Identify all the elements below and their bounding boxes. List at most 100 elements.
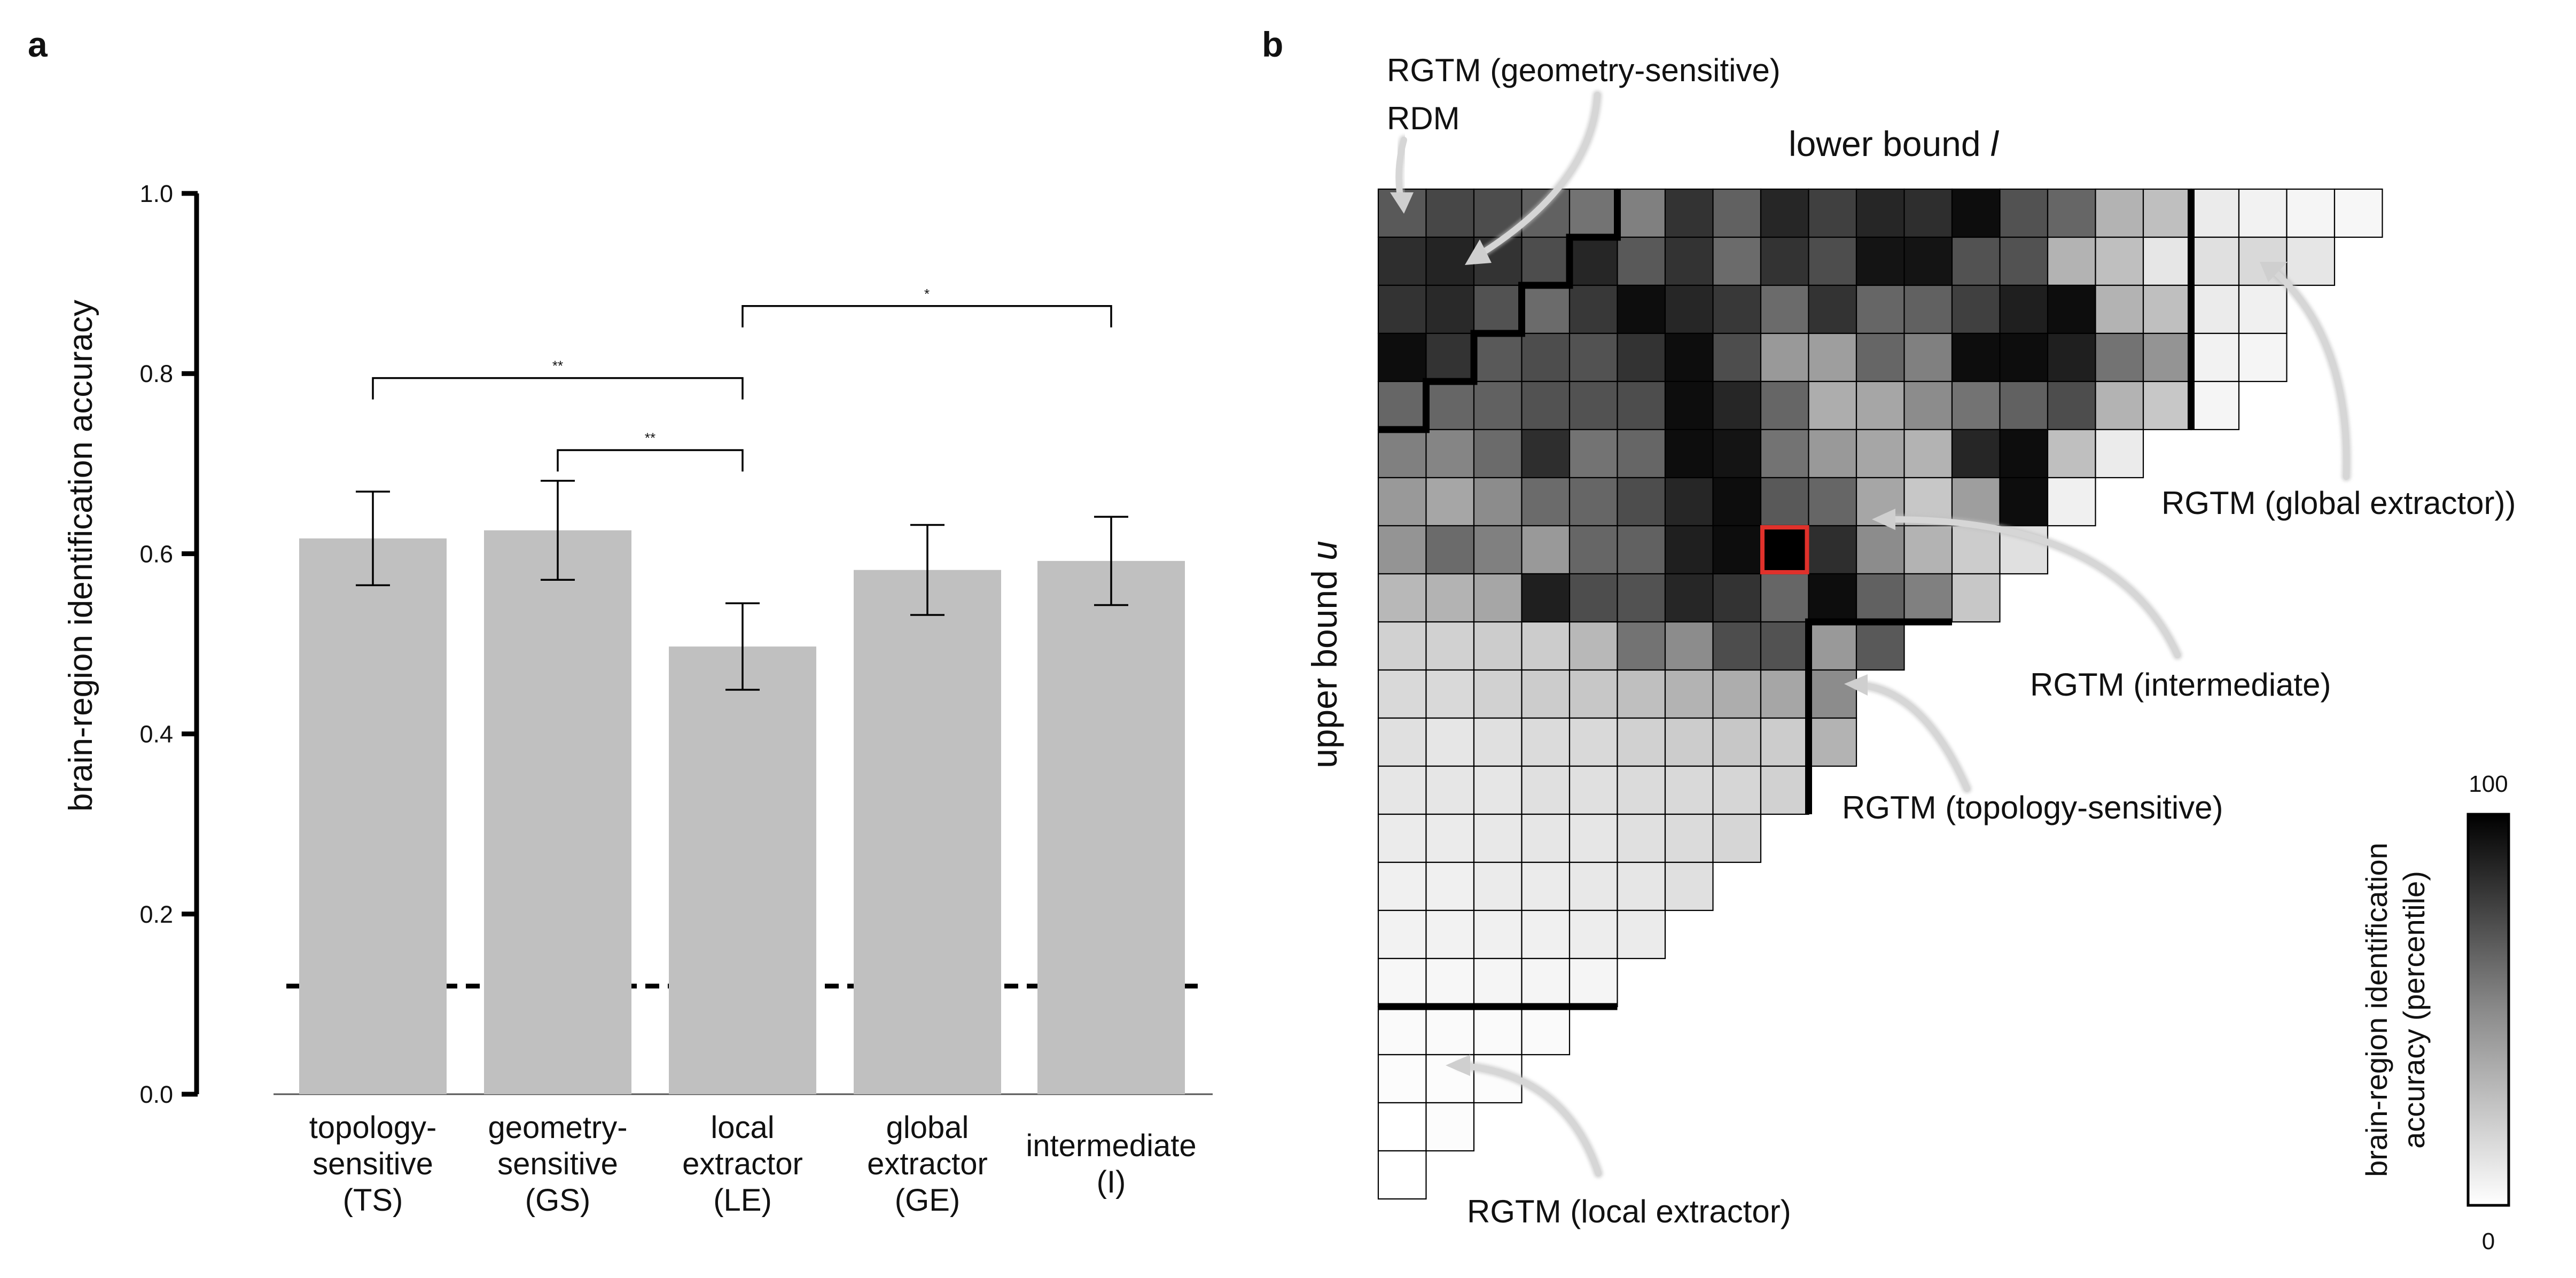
heatmap-cell bbox=[1999, 188, 2049, 238]
heatmap-cell bbox=[1521, 428, 1571, 479]
heatmap-cell bbox=[1617, 765, 1666, 815]
heatmap-cell bbox=[1760, 188, 1809, 238]
heatmap-cell bbox=[1617, 525, 1666, 575]
y-tick-label: 0.2 bbox=[139, 901, 173, 928]
heatmap-cell bbox=[1617, 477, 1666, 527]
heatmap-cell bbox=[1425, 957, 1475, 1008]
heatmap-cell bbox=[1617, 236, 1666, 286]
y-tick-label: 0.8 bbox=[139, 360, 173, 387]
heatmap-cell bbox=[1808, 380, 1857, 431]
heatmap-cell bbox=[1377, 1054, 1427, 1104]
heatmap-cell bbox=[1425, 332, 1475, 383]
heatmap-cell bbox=[1377, 573, 1427, 623]
heatmap-cell bbox=[1377, 477, 1427, 527]
heatmap-cell bbox=[1903, 284, 1953, 334]
bar bbox=[299, 538, 447, 1094]
heatmap-cell bbox=[1617, 813, 1666, 863]
heatmap-cell bbox=[1521, 573, 1571, 623]
highlighted-cell bbox=[1760, 525, 1809, 574]
heatmap-cell bbox=[1951, 236, 2001, 286]
heatmap-cell bbox=[1855, 332, 1905, 383]
heatmap-cell bbox=[2095, 332, 2144, 383]
heatmap-cell bbox=[1999, 428, 2049, 479]
heatmap-cell bbox=[1617, 573, 1666, 623]
arrow-gs-head bbox=[1465, 239, 1492, 265]
heatmap-cell bbox=[1855, 284, 1905, 334]
bars bbox=[299, 530, 1185, 1095]
heatmap-cell bbox=[1377, 332, 1427, 383]
heatmap-cell bbox=[1903, 380, 1953, 431]
y-axis-title-heatmap: upper bound u bbox=[1305, 541, 1344, 768]
heatmap-cell bbox=[1473, 621, 1523, 671]
arrow-ge-head bbox=[2260, 262, 2288, 282]
heatmap-cell bbox=[1664, 861, 1714, 911]
heatmap-cell bbox=[1855, 573, 1905, 623]
category-label: sensitive bbox=[313, 1147, 433, 1181]
heatmap-cell bbox=[1377, 765, 1427, 815]
arrow-rdm bbox=[1390, 135, 1414, 214]
arrow-ge-shaft bbox=[2274, 270, 2350, 480]
significance-bracket bbox=[557, 449, 744, 472]
heatmap-cell bbox=[1377, 236, 1427, 286]
heatmap-cell bbox=[1951, 332, 2001, 383]
heatmap-cell bbox=[1473, 428, 1523, 479]
heatmap-cell bbox=[2286, 188, 2336, 238]
region-boundaries bbox=[1378, 189, 2195, 1010]
heatmap-cell bbox=[1568, 380, 1618, 431]
arrow-intermediate bbox=[1872, 509, 2182, 660]
heatmap-cell bbox=[1712, 380, 1762, 431]
heatmap-cell bbox=[1473, 284, 1523, 334]
heatmap-cell bbox=[1999, 284, 2049, 334]
heatmap-cell bbox=[1664, 188, 1714, 238]
heatmap-cell bbox=[1999, 236, 2049, 286]
heatmap-cell bbox=[1425, 236, 1475, 286]
heatmap-cell bbox=[2190, 284, 2240, 334]
heatmap-cell bbox=[1951, 188, 2001, 238]
heatmap-cell bbox=[1760, 428, 1809, 479]
y-tick-label: 1.0 bbox=[139, 180, 173, 207]
heatmap-cell bbox=[1521, 284, 1571, 334]
heatmap-cell bbox=[1568, 669, 1618, 719]
y-axis-title: brain-region identification accuracy bbox=[63, 300, 99, 812]
heatmap-cell bbox=[1568, 573, 1618, 623]
heatmap-cell bbox=[1664, 332, 1714, 383]
heatmap-cell bbox=[1568, 525, 1618, 575]
y-tick-label: 0.4 bbox=[139, 721, 173, 748]
heatmap-cell bbox=[2095, 284, 2144, 334]
heatmap-cell bbox=[1808, 284, 1857, 334]
heatmap-cell bbox=[1760, 477, 1809, 527]
heatmap-cell bbox=[1855, 621, 1905, 671]
heatmap-cell bbox=[2047, 477, 2096, 527]
arrow-intermediate-shaft bbox=[1883, 516, 2181, 658]
heatmap-cell bbox=[1664, 621, 1714, 671]
heatmap-cell bbox=[1664, 813, 1714, 863]
heatmap-cell bbox=[1377, 621, 1427, 671]
boundary-geometry-sensitive bbox=[1378, 189, 1621, 433]
category-labels: topology-sensitive(TS)geometry-sensitive… bbox=[309, 1110, 1197, 1218]
heatmap-cell bbox=[1377, 428, 1427, 479]
heatmap-cell bbox=[1664, 380, 1714, 431]
heatmap-cell bbox=[1425, 717, 1475, 767]
heatmap-cell bbox=[1425, 813, 1475, 863]
heatmap-cell bbox=[1568, 284, 1618, 334]
heatmap-cell bbox=[1951, 284, 2001, 334]
arrow-gs bbox=[1465, 90, 1602, 265]
heatmap-cell bbox=[1712, 188, 1762, 238]
heatmap-cell bbox=[1521, 236, 1571, 286]
heatmap-cell bbox=[1760, 573, 1809, 623]
panel-b-letter: b bbox=[1262, 25, 1283, 64]
heatmap-cell bbox=[1568, 477, 1618, 527]
heatmap-cell bbox=[1903, 573, 1953, 623]
heatmap-cell bbox=[1473, 669, 1523, 719]
heatmap-cell bbox=[1377, 525, 1427, 575]
heatmap-cell bbox=[1521, 909, 1571, 960]
arrow-ts-head bbox=[1844, 674, 1868, 696]
heatmap-cell bbox=[1425, 477, 1475, 527]
heatmap-cell bbox=[1521, 717, 1571, 767]
bar bbox=[854, 570, 1001, 1094]
category-label: extractor bbox=[867, 1147, 988, 1181]
heatmap-cell bbox=[2333, 188, 2383, 238]
heatmap-cell bbox=[1425, 1006, 1475, 1056]
heatmap-cell bbox=[2142, 380, 2192, 431]
heatmap-cell bbox=[1617, 861, 1666, 911]
